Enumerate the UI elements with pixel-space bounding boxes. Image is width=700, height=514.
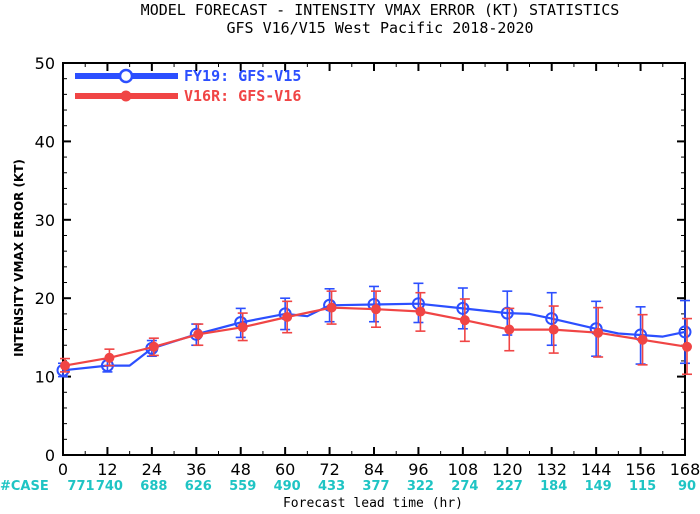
- x-tick-label: 36: [186, 460, 206, 479]
- case-count: 184: [540, 479, 567, 494]
- data-point: [456, 301, 470, 315]
- data-point: [545, 312, 559, 326]
- case-count: 433: [318, 479, 345, 494]
- x-tick-label: 72: [319, 460, 339, 479]
- data-point: [459, 315, 470, 326]
- chart-subtitle: GFS V16/V15 West Pacific 2018-2020: [226, 19, 533, 37]
- case-count: 559: [229, 479, 256, 494]
- data-point: [371, 304, 381, 315]
- plot-frame: [62, 62, 686, 456]
- legend-marker: [120, 90, 132, 102]
- data-point: [682, 341, 692, 352]
- y-tick-label: 10: [35, 368, 55, 387]
- y-tick-label: 30: [35, 211, 55, 230]
- data-point: [678, 325, 692, 339]
- chart-title: MODEL FORECAST - INTENSITY VMAX ERROR (K…: [141, 1, 620, 19]
- x-tick-label: 96: [408, 460, 428, 479]
- x-tick-label: 120: [492, 460, 523, 479]
- data-point: [415, 306, 426, 317]
- case-count: 688: [140, 479, 167, 494]
- x-tick-label: 156: [625, 460, 656, 479]
- case-count: 322: [407, 479, 434, 494]
- case-count: 490: [274, 479, 301, 494]
- data-point: [237, 322, 248, 333]
- case-count: 771: [67, 479, 94, 494]
- data-point: [282, 312, 293, 323]
- x-tick-label: 60: [275, 460, 295, 479]
- legend-marker: [118, 68, 134, 84]
- y-axis-label: INTENSITY VMAX ERROR (KT): [12, 159, 26, 357]
- data-point: [326, 302, 337, 313]
- y-tick-label: 50: [35, 54, 55, 73]
- data-point: [504, 324, 515, 335]
- data-point: [60, 360, 70, 371]
- case-count: 115: [629, 479, 656, 494]
- case-count: 227: [496, 479, 523, 494]
- plot-area: 0102030405007711274024688366264855960490…: [35, 54, 700, 494]
- x-tick-label: 168: [670, 460, 700, 479]
- data-point: [637, 334, 648, 345]
- legend: FY19: GFS-V15 V16R: GFS-V16: [75, 67, 301, 105]
- y-tick-label: 40: [35, 132, 55, 151]
- x-tick-label: 132: [536, 460, 567, 479]
- data-point: [193, 329, 204, 340]
- data-point: [548, 324, 559, 335]
- legend-label: FY19: GFS-V15: [184, 67, 301, 85]
- data-point: [148, 341, 159, 352]
- case-count: 740: [96, 479, 123, 494]
- data-point: [593, 327, 604, 338]
- x-tick-label: 108: [448, 460, 479, 479]
- case-count-label: #CASE: [0, 479, 49, 494]
- case-count: 274: [451, 479, 478, 494]
- x-tick-label: 0: [58, 460, 68, 479]
- x-tick-label: 24: [142, 460, 162, 479]
- data-point: [104, 352, 115, 363]
- x-tick-label: 84: [364, 460, 384, 479]
- x-tick-label: 48: [231, 460, 251, 479]
- y-tick-label: 20: [35, 289, 55, 308]
- case-count: 377: [362, 479, 389, 494]
- x-tick-label: 144: [581, 460, 612, 479]
- case-count: 90: [678, 479, 696, 494]
- x-axis-label: Forecast lead time (hr): [283, 496, 463, 511]
- x-tick-label: 12: [97, 460, 117, 479]
- legend-label: V16R: GFS-V16: [184, 87, 301, 105]
- case-count: 626: [185, 479, 212, 494]
- case-count: 149: [585, 479, 612, 494]
- y-tick-label: 0: [45, 446, 55, 465]
